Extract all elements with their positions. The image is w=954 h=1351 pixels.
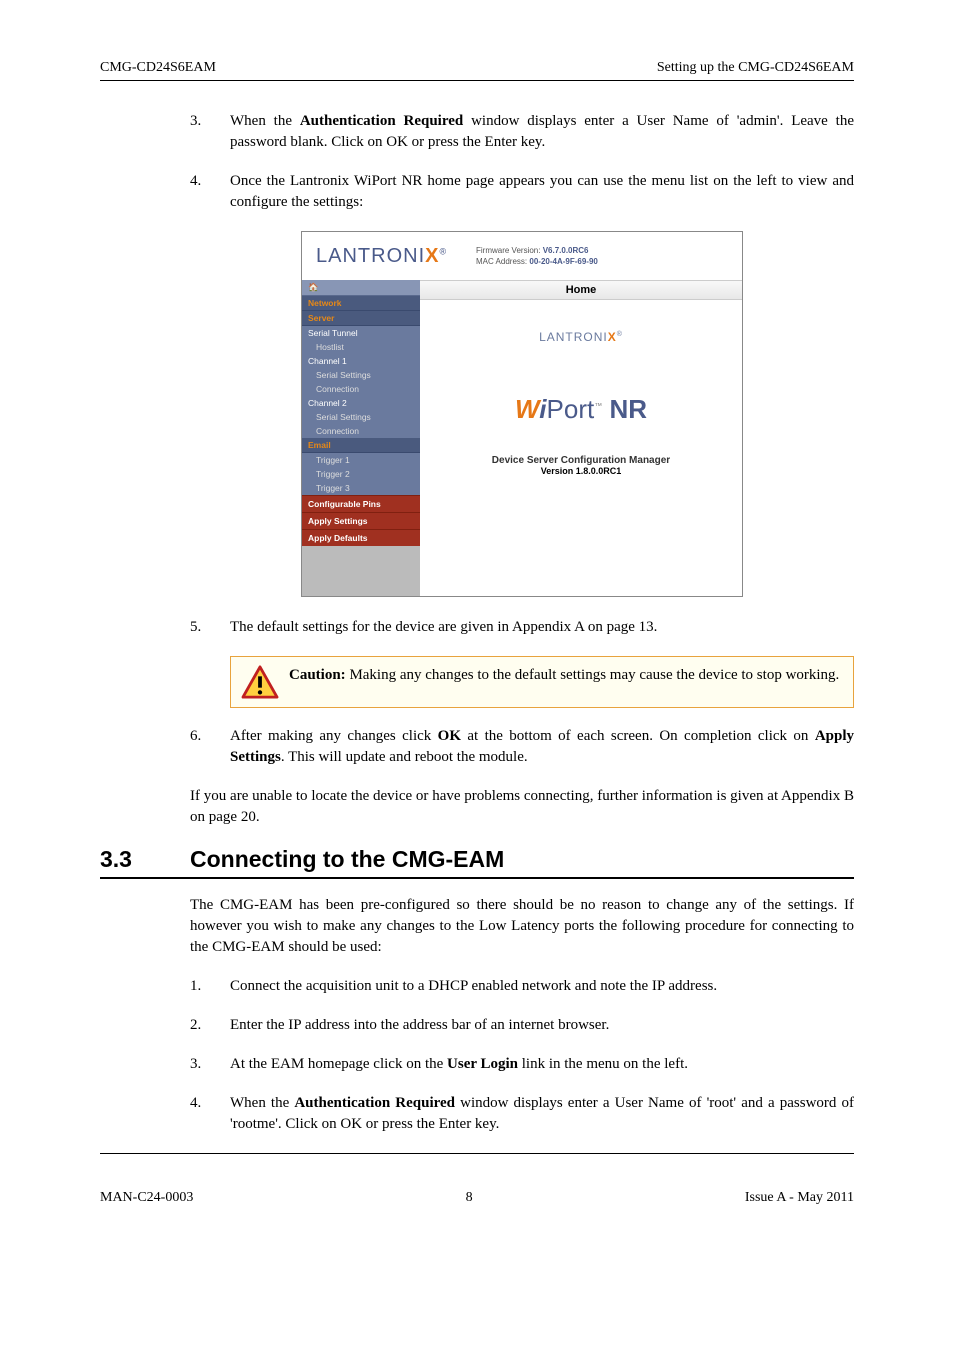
- list-item: 4. Once the Lantronix WiPort NR home pag…: [190, 171, 854, 213]
- sidebar-item-conn1[interactable]: Connection: [302, 382, 420, 396]
- sidebar-item-trig3[interactable]: Trigger 3: [302, 481, 420, 495]
- list-item: 3. At the EAM homepage click on the User…: [190, 1054, 854, 1075]
- sidebar-item-serial1[interactable]: Serial Settings: [302, 368, 420, 382]
- sidebar-item-hostlist[interactable]: Hostlist: [302, 340, 420, 354]
- header-rule: [100, 80, 854, 81]
- sidebar-item-trig1[interactable]: Trigger 1: [302, 453, 420, 467]
- item-number: 4.: [190, 171, 230, 213]
- lantronix-screenshot: LANTRONIX® Firmware Version: V6.7.0.0RC6…: [301, 231, 743, 597]
- sidebar-item-channel1[interactable]: Channel 1: [302, 354, 420, 368]
- item-number: 5.: [190, 617, 230, 638]
- lantronix-logo: LANTRONIX®: [302, 245, 476, 268]
- item-number: 3.: [190, 1054, 230, 1075]
- paragraph: If you are unable to locate the device o…: [190, 786, 854, 828]
- version-text: Version 1.8.0.0RC1: [420, 466, 742, 476]
- sidebar-item-serial-tunnel[interactable]: Serial Tunnel: [302, 326, 420, 340]
- config-sidebar: 🏠 Network Server Serial Tunnel Hostlist …: [302, 280, 420, 596]
- section-title: Connecting to the CMG-EAM: [190, 846, 504, 873]
- list-item: 5. The default settings for the device a…: [190, 617, 854, 638]
- sidebar-item-configpins[interactable]: Configurable Pins: [302, 495, 420, 512]
- device-manager-title: Device Server Configuration Manager: [420, 455, 742, 466]
- warning-icon: [241, 665, 279, 699]
- header-left: CMG-CD24S6EAM: [100, 60, 216, 76]
- item-number: 6.: [190, 726, 230, 768]
- item-number: 2.: [190, 1015, 230, 1036]
- caution-box: Caution: Making any changes to the defau…: [230, 656, 854, 708]
- sidebar-item-trig2[interactable]: Trigger 2: [302, 467, 420, 481]
- home-icon[interactable]: 🏠: [302, 280, 420, 296]
- header-right: Setting up the CMG-CD24S6EAM: [657, 60, 854, 76]
- section-rule: [100, 877, 854, 879]
- list-item: 2. Enter the IP address into the address…: [190, 1015, 854, 1036]
- item-number: 1.: [190, 976, 230, 997]
- sidebar-item-serial2[interactable]: Serial Settings: [302, 410, 420, 424]
- section-heading: 3.3 Connecting to the CMG-EAM: [100, 846, 854, 873]
- item-number: 3.: [190, 111, 230, 153]
- sidebar-item-network[interactable]: Network: [302, 296, 420, 311]
- firmware-info: Firmware Version: V6.7.0.0RC6 MAC Addres…: [476, 245, 598, 267]
- home-title: Home: [420, 280, 742, 300]
- paragraph: The CMG-EAM has been pre-configured so t…: [190, 895, 854, 958]
- item-number: 4.: [190, 1093, 230, 1135]
- list-item: 6. After making any changes click OK at …: [190, 726, 854, 768]
- sidebar-item-conn2[interactable]: Connection: [302, 424, 420, 438]
- footer-left: MAN-C24-0003: [100, 1190, 193, 1206]
- wiport-logo: WiPort™ NR: [420, 394, 742, 425]
- list-item: 4. When the Authentication Required wind…: [190, 1093, 854, 1135]
- footer-center: 8: [466, 1190, 473, 1206]
- sidebar-item-server[interactable]: Server: [302, 311, 420, 326]
- footer-right: Issue A - May 2011: [745, 1190, 854, 1206]
- lantronix-logo-small: LANTRONIX®: [420, 330, 742, 344]
- sidebar-item-applydefaults[interactable]: Apply Defaults: [302, 529, 420, 546]
- section-number: 3.3: [100, 846, 190, 873]
- sidebar-item-email[interactable]: Email: [302, 438, 420, 453]
- sidebar-item-channel2[interactable]: Channel 2: [302, 396, 420, 410]
- list-item: 3. When the Authentication Required wind…: [190, 111, 854, 153]
- list-item: 1. Connect the acquisition unit to a DHC…: [190, 976, 854, 997]
- sidebar-item-applysettings[interactable]: Apply Settings: [302, 512, 420, 529]
- footer-rule: [100, 1153, 854, 1160]
